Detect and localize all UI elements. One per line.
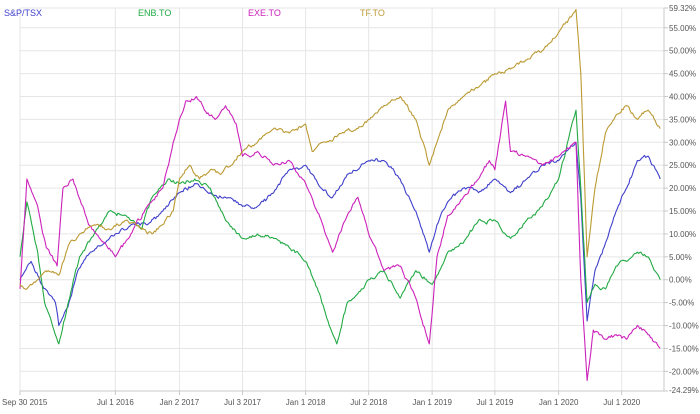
y-tick-label: 30.00% [669, 138, 696, 147]
y-tick-label: -20.00% [669, 367, 699, 376]
legend-entry-s-p-tsx: S&P/TSX [4, 8, 42, 18]
y-tick-label: 10.00% [669, 230, 696, 239]
y-tick-label: 50.00% [669, 47, 696, 56]
x-tick-label: Jan 1 2018 [286, 398, 326, 407]
y-tick-label: 0.00% [669, 276, 692, 285]
y-tick-label: -10.00% [669, 322, 699, 331]
x-tick-labels: Sep 30 2015 Jul 1 2016 Jan 2 2017 Jul 3 201… [2, 398, 641, 407]
x-tick-label: Jul 1 2019 [476, 398, 513, 407]
series-lines [19, 8, 661, 382]
x-tick-label: Jul 3 2017 [224, 398, 261, 407]
legend-entry-tf-to: TF.TO [360, 8, 385, 18]
series-line-enb-to [19, 109, 661, 345]
y-tick-label: 35.00% [669, 115, 696, 124]
series-line-s-p-tsx [19, 141, 661, 327]
y-tick-label: 59.32% [669, 4, 696, 13]
y-tick-label: 40.00% [669, 93, 696, 102]
y-tick-label: 20.00% [669, 184, 696, 193]
x-tick-label: Jul 1 2020 [603, 398, 640, 407]
legend-entry-exe-to: EXE.TO [248, 8, 281, 18]
series-line-tf-to [19, 8, 661, 290]
y-tick-label: -15.00% [669, 344, 699, 353]
y-tick-label: -5.00% [669, 299, 694, 308]
legend-entry-enb-to: ENB.TO [138, 8, 171, 18]
series-line-exe-to [19, 95, 661, 382]
y-tick-label: 15.00% [669, 207, 696, 216]
y-tick-label: 5.00% [669, 253, 692, 262]
x-tick-label: Jan 1 2019 [412, 398, 452, 407]
y-tick-label: 25.00% [669, 161, 696, 170]
x-tick-label: Jul 2 2018 [350, 398, 387, 407]
x-tick-label: Jan 2 2017 [160, 398, 200, 407]
y-tick-labels: 59.32% 55.00% 50.00% 45.00% 40.00% 35.00% 30.0… [669, 4, 699, 395]
x-tick-label: Jan 1 2020 [539, 398, 579, 407]
y-tick-label: 55.00% [669, 24, 696, 33]
x-tick-label: Jul 1 2016 [97, 398, 134, 407]
y-tick-label: 45.00% [669, 70, 696, 79]
legend: S&P/TSX ENB.TO EXE.TO TF.TO [4, 8, 385, 18]
y-tick-label: -24.29% [669, 386, 699, 395]
x-tick-label: Sep 30 2015 [2, 398, 48, 407]
axes [19, 7, 668, 395]
